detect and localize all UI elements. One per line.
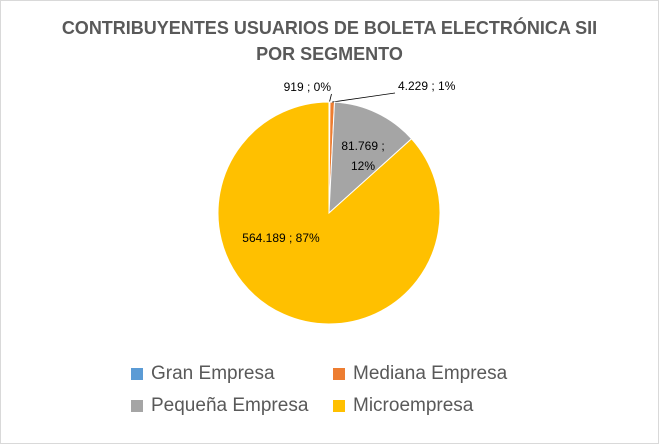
legend-label: Mediana Empresa xyxy=(353,363,508,384)
legend-item: Microempresa xyxy=(333,395,533,417)
legend-item: Pequeña Empresa xyxy=(131,395,331,417)
legend-swatch xyxy=(131,368,143,380)
legend-swatch xyxy=(333,368,345,380)
data-label: 81.769 ; 12% xyxy=(341,139,384,173)
legend-swatch xyxy=(131,400,143,412)
legend-swatch xyxy=(333,400,345,412)
legend-label: Microempresa xyxy=(353,395,474,416)
data-label: 564.189 ; 87% xyxy=(242,231,320,245)
legend-label: Pequeña Empresa xyxy=(151,395,309,416)
legend: Gran Empresa Mediana Empresa Pequeña Empre… xyxy=(131,363,551,417)
pie-slice xyxy=(217,101,441,325)
leader-line xyxy=(332,92,396,103)
pie-slice xyxy=(328,101,413,215)
legend-item: Gran Empresa xyxy=(131,363,331,385)
data-label: 4.229 ; 1% xyxy=(398,79,456,93)
legend-item: Mediana Empresa xyxy=(333,363,533,385)
data-label: 919 ; 0% xyxy=(284,80,332,94)
chart-title: CONTRIBUYENTES USUARIOS DE BOLETA ELECTR… xyxy=(61,18,598,64)
leader-line xyxy=(329,93,332,103)
legend-label: Gran Empresa xyxy=(151,363,275,384)
